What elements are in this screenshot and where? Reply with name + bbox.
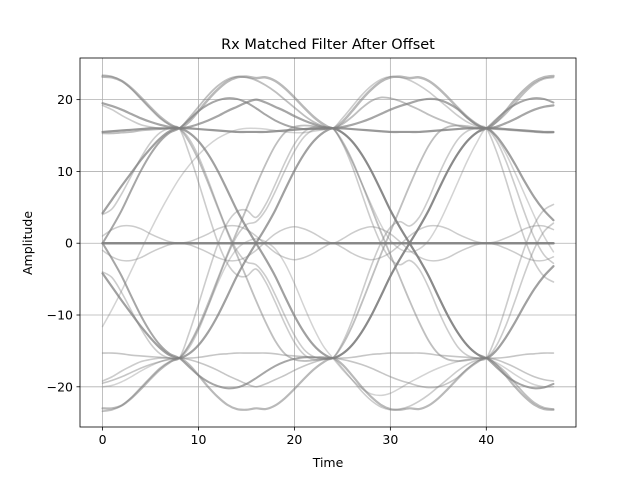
x-tick-label: 20 (286, 432, 302, 447)
x-tick-label: 10 (191, 432, 207, 447)
eye-trace-21 (101, 104, 555, 411)
chart-title: Rx Matched Filter After Offset (221, 37, 435, 53)
y-tick-label: −10 (47, 308, 73, 323)
eye-trace-20 (101, 124, 555, 413)
y-tick-label: 20 (57, 92, 73, 107)
y-axis-label: Amplitude (20, 211, 35, 275)
eye-traces (101, 74, 555, 413)
eye-trace-13 (101, 225, 555, 262)
eye-trace-19 (101, 74, 555, 362)
eye-trace-22 (101, 75, 555, 382)
plot-frame (79, 57, 577, 428)
x-tick-label: 30 (382, 432, 398, 447)
ticks: 0 10 20 30 40 −20 −10 0 10 20 (47, 92, 495, 447)
y-tick-label: 0 (65, 236, 73, 251)
y-tick-label: 10 (57, 164, 73, 179)
x-tick-label: 0 (99, 432, 107, 447)
y-tick-label: −20 (47, 379, 73, 394)
x-axis-label: Time (312, 455, 344, 470)
x-tick-label: 40 (478, 432, 494, 447)
eye-trace-12 (101, 224, 555, 261)
